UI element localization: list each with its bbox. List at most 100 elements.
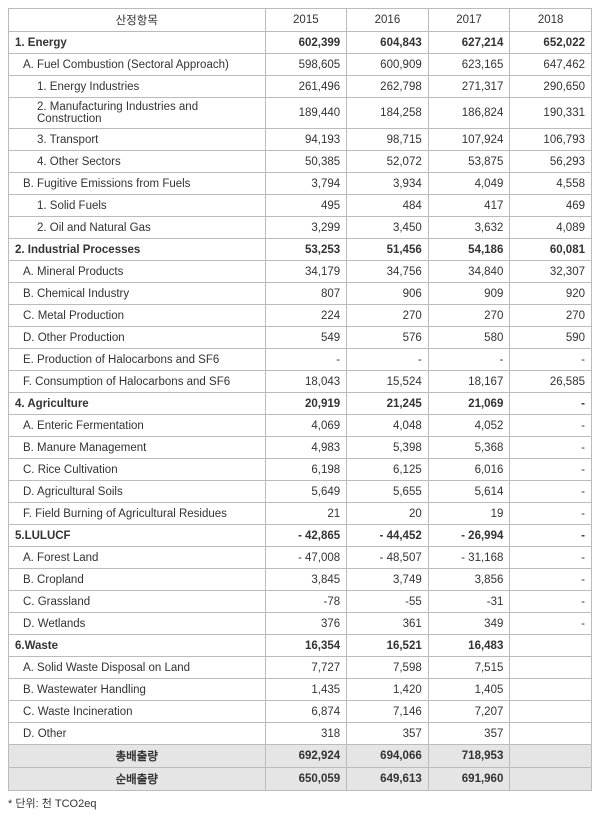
row-value: 271,317 [428,76,510,98]
row-value: 56,293 [510,151,592,173]
row-value [510,635,592,657]
row-value: 224 [265,305,347,327]
header-row: 산정항목 2015 2016 2017 2018 [9,9,592,32]
row-value: 909 [428,283,510,305]
row-value: 16,521 [347,635,429,657]
row-value: -78 [265,591,347,613]
table-row: A. Fuel Combustion (Sectoral Approach)59… [9,54,592,76]
row-value: 3,794 [265,173,347,195]
row-value: - [510,415,592,437]
row-value: 5,398 [347,437,429,459]
row-value: 7,598 [347,657,429,679]
row-value: - [265,349,347,371]
row-label: B. Cropland [9,569,266,591]
row-value: 98,715 [347,129,429,151]
table-row: D. Other Production549576580590 [9,327,592,349]
row-value: 18,043 [265,371,347,393]
row-value: - [510,437,592,459]
row-value: - [510,569,592,591]
table-row: 1. Solid Fuels495484417469 [9,195,592,217]
row-value: 19 [428,503,510,525]
row-label: 1. Energy [9,32,266,54]
table-row: C. Grassland-78-55-31- [9,591,592,613]
row-value: 184,258 [347,98,429,129]
table-row: 2. Manufacturing Industries and Construc… [9,98,592,129]
row-value: 349 [428,613,510,635]
row-value: 1,435 [265,679,347,701]
row-value: 262,798 [347,76,429,98]
row-value [510,657,592,679]
row-label: 2. Oil and Natural Gas [9,217,266,239]
table-row: B. Cropland3,8453,7493,856- [9,569,592,591]
table-row: 3. Transport94,19398,715107,924106,793 [9,129,592,151]
row-value: 21,245 [347,393,429,415]
row-label: F. Consumption of Halocarbons and SF6 [9,371,266,393]
table-row: 6.Waste16,35416,52116,483 [9,635,592,657]
row-value: 361 [347,613,429,635]
row-value: 5,614 [428,481,510,503]
row-value: 190,331 [510,98,592,129]
row-value: 5,649 [265,481,347,503]
row-value: 376 [265,613,347,635]
row-value: 627,214 [428,32,510,54]
row-value: - [510,393,592,415]
row-value: 600,909 [347,54,429,76]
table-row: B. Manure Management4,9835,3985,368- [9,437,592,459]
row-value: 318 [265,723,347,745]
row-value: - [347,349,429,371]
table-row: A. Enteric Fermentation4,0694,0484,052- [9,415,592,437]
row-label: 5.LULUCF [9,525,266,547]
row-label: C. Grassland [9,591,266,613]
row-value [510,679,592,701]
row-value: 186,824 [428,98,510,129]
row-value: 417 [428,195,510,217]
row-value: 53,253 [265,239,347,261]
table-row: 4. Agriculture20,91921,24521,069- [9,393,592,415]
row-value [510,701,592,723]
row-label: A. Enteric Fermentation [9,415,266,437]
summary-label: 순배출량 [9,768,266,791]
row-value: 652,022 [510,32,592,54]
table-row: D. Agricultural Soils5,6495,6555,614- [9,481,592,503]
row-value: -55 [347,591,429,613]
row-label: F. Field Burning of Agricultural Residue… [9,503,266,525]
row-label: E. Production of Halocarbons and SF6 [9,349,266,371]
row-value: 590 [510,327,592,349]
summary-value [510,768,592,791]
row-value: - [510,459,592,481]
summary-value: 694,066 [347,745,429,768]
row-label: 2. Manufacturing Industries and Construc… [9,98,266,129]
row-value: 34,840 [428,261,510,283]
row-label: 3. Transport [9,129,266,151]
row-value: 32,307 [510,261,592,283]
row-value: 807 [265,283,347,305]
summary-value: 718,953 [428,745,510,768]
row-value: - [510,481,592,503]
row-label: A. Mineral Products [9,261,266,283]
row-value: 20 [347,503,429,525]
row-value: 3,450 [347,217,429,239]
table-row: 2. Industrial Processes53,25351,45654,18… [9,239,592,261]
row-label: 1. Solid Fuels [9,195,266,217]
row-value: - [428,349,510,371]
table-row: 4. Other Sectors50,38552,07253,87556,293 [9,151,592,173]
table-row: A. Forest Land- 47,008- 48,507- 31,168- [9,547,592,569]
summary-row: 총배출량692,924694,066718,953 [9,745,592,768]
row-label: 2. Industrial Processes [9,239,266,261]
row-value: 107,924 [428,129,510,151]
row-value: 34,756 [347,261,429,283]
table-row: 2. Oil and Natural Gas3,2993,4503,6324,0… [9,217,592,239]
table-row: 1. Energy602,399604,843627,214652,022 [9,32,592,54]
row-value: - 47,008 [265,547,347,569]
col-2016: 2016 [347,9,429,32]
row-value: - [510,613,592,635]
row-value: 52,072 [347,151,429,173]
row-value: 4,052 [428,415,510,437]
row-label: 6.Waste [9,635,266,657]
row-label: 1. Energy Industries [9,76,266,98]
row-value: 647,462 [510,54,592,76]
table-row: C. Waste Incineration6,8747,1467,207 [9,701,592,723]
row-value: 4,049 [428,173,510,195]
table-row: 1. Energy Industries261,496262,798271,31… [9,76,592,98]
row-value: 34,179 [265,261,347,283]
